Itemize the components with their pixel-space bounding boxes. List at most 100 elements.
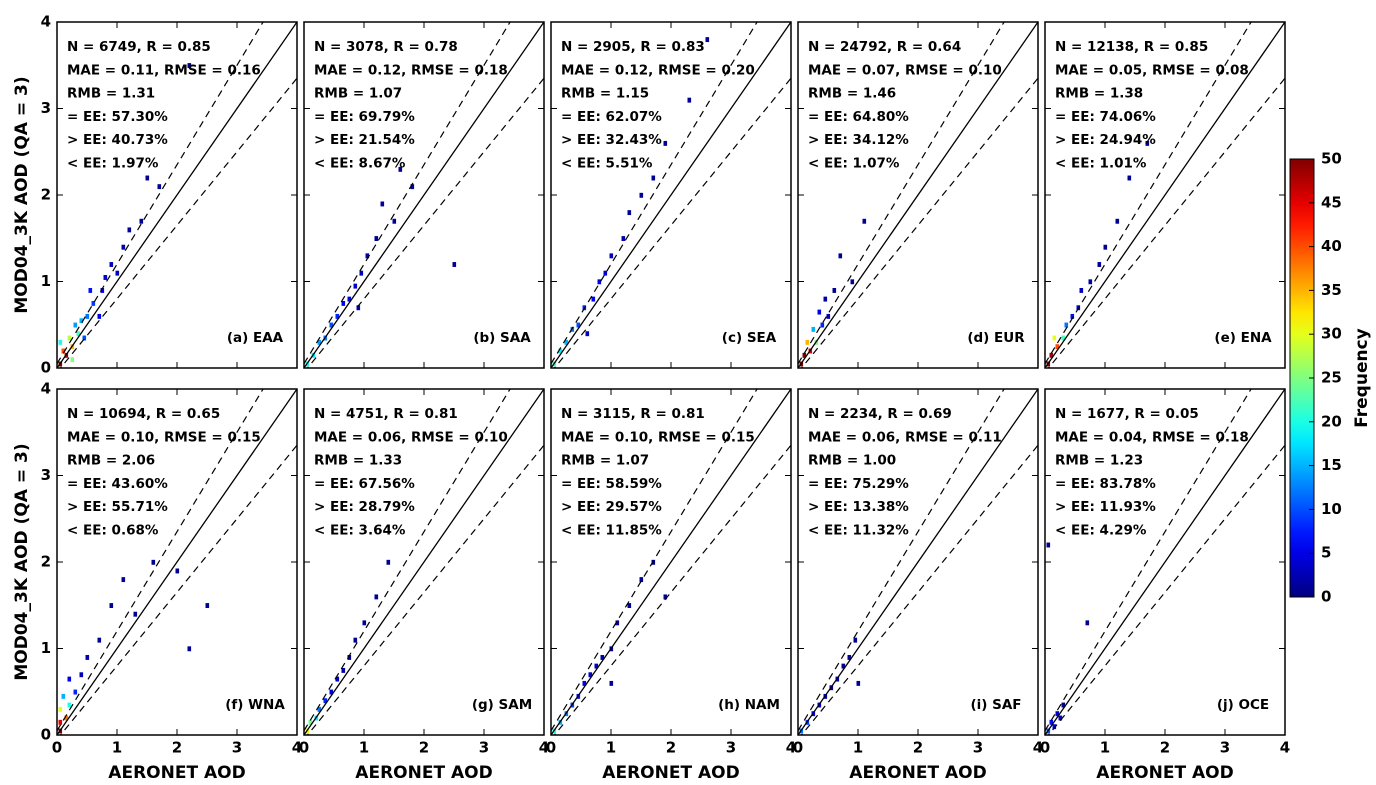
x-axis-label: AERONET AOD [602,763,739,783]
ee-lower [306,77,544,368]
density-cell [1049,719,1054,725]
panel [1045,389,1285,735]
density-cell [838,253,843,259]
stat-line: < EE: 1.01% [1055,156,1147,172]
density-cell [1070,313,1075,319]
density-cell [850,279,855,285]
density-cell [79,318,84,324]
density-cell [597,279,602,285]
x-tick-label: 3 [1220,739,1230,757]
stat-line: RMB = 1.07 [314,86,402,102]
stat-line: > EE: 32.43% [561,132,662,148]
density-cell [205,603,210,609]
density-cell [380,201,385,207]
stat-line: N = 2234, R = 0.69 [808,406,952,422]
one-to-one-line [57,22,297,368]
stat-line: RMB = 1.33 [314,453,402,469]
x-tick-label: 2 [1160,739,1170,757]
stat-line: RMB = 1.38 [1055,86,1143,102]
density-cell [588,672,593,678]
cbar-tick-label: 10 [1321,500,1342,518]
density-cell [58,706,63,712]
density-cell [1085,620,1090,626]
ee-upper [1045,389,1252,731]
density-cell [67,702,72,708]
density-cell [1088,279,1093,285]
cbar-tick-label: 40 [1321,237,1342,255]
stat-line: < EE: 11.85% [561,523,662,539]
x-tick-label: 2 [419,739,429,757]
stat-line: N = 4751, R = 0.81 [314,406,458,422]
density-cell [359,270,364,276]
density-cell [627,603,632,609]
panel [798,22,1038,368]
density-cell [323,698,328,704]
density-cell [817,309,822,315]
density-cell [67,676,72,682]
stat-line: = EE: 67.56% [314,476,415,492]
density-cell [341,667,346,673]
density-cell [386,559,391,565]
stat-line: N = 3115, R = 0.81 [561,406,705,422]
density-cell [335,313,340,319]
stat-line: MAE = 0.06, RMSE = 0.11 [808,429,1002,445]
stat-line: < EE: 3.64% [314,523,406,539]
ee-upper [304,22,511,364]
panel-label: (e) ENA [1214,330,1272,346]
density-cell [1058,715,1063,721]
density-cell [187,646,192,652]
density-cell [58,719,63,725]
density-cell [317,706,322,712]
density-cell [802,352,807,358]
density-cell [1097,262,1102,267]
density-cell [1055,344,1060,350]
stat-line: > EE: 55.71% [67,499,168,515]
stat-line: > EE: 21.54% [314,132,415,148]
density-cell [317,339,322,345]
stat-line: RMB = 1.46 [808,86,896,102]
density-cell [374,594,379,600]
density-cell [347,296,352,302]
stat-line: MAE = 0.12, RMSE = 0.18 [314,62,508,78]
ee-upper [57,389,264,731]
one-to-one-line [798,22,1038,368]
density-cell [591,296,596,302]
density-cell [73,322,78,328]
density-cell [398,166,403,172]
x-tick-label: 4 [292,739,302,757]
density-cell [823,296,828,302]
stat-line: > EE: 24.94% [1055,132,1156,148]
density-cell [341,300,346,306]
density-cell [67,335,72,341]
density-cell [362,620,367,626]
density-cell [58,339,63,345]
panel [798,389,1038,735]
cbar-tick-label: 35 [1321,281,1342,299]
x-tick-label: 2 [172,739,182,757]
stat-line: = EE: 69.79% [314,109,415,125]
density-cell [88,287,93,293]
density-cell [1127,175,1132,181]
density-cell [1079,287,1084,293]
x-tick-label: 3 [726,739,736,757]
density-cell [374,236,379,242]
x-axis-label: AERONET AOD [1096,763,1233,783]
x-tick-label: 1 [359,739,369,757]
density-cell [109,603,114,609]
density-cell [1061,335,1066,341]
density-cell [1061,702,1066,708]
stat-line: = EE: 74.06% [1055,109,1156,125]
x-tick-label: 4 [1033,739,1043,757]
panel-label: (g) SAM [472,697,532,713]
stat-line: = EE: 58.59% [561,476,662,492]
density-cell [82,335,87,341]
density-cell [410,184,415,190]
x-axis-label: AERONET AOD [849,763,986,783]
ee-lower [553,77,791,368]
density-cell [127,227,132,233]
panel [57,22,297,368]
panel-label: (h) NAM [718,697,780,713]
density-cell [564,339,569,345]
density-cell [651,559,656,565]
